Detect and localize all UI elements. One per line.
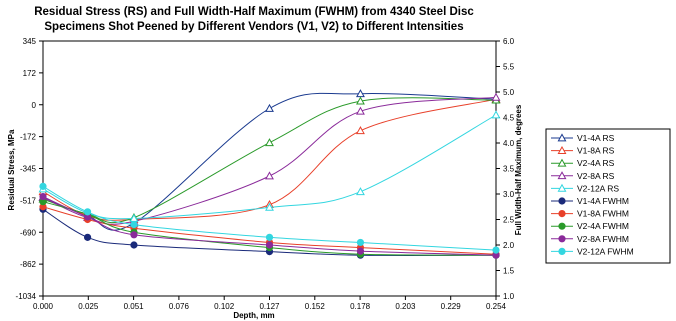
data-point bbox=[39, 182, 47, 190]
y-axis-label: Residual Stress, MPa bbox=[7, 129, 16, 210]
legend-label: V2-8A FWHM bbox=[577, 234, 629, 244]
y-tick-label: -862 bbox=[20, 260, 37, 269]
x-tick-label: 0.102 bbox=[214, 302, 235, 311]
chart-title-line-1: Residual Stress (RS) and Full Width-Half… bbox=[34, 6, 474, 18]
data-point bbox=[356, 106, 365, 115]
x-tick-label: 0.127 bbox=[259, 302, 280, 311]
legend-label: V2-4A FWHM bbox=[577, 221, 629, 231]
data-point bbox=[265, 138, 274, 147]
plot-frame bbox=[42, 40, 497, 297]
y2-tick-label: 1.5 bbox=[503, 267, 515, 276]
x-tick-label: 0.076 bbox=[169, 302, 190, 311]
data-point bbox=[356, 126, 365, 135]
data-point bbox=[83, 233, 92, 241]
legend-swatch-marker bbox=[558, 197, 566, 205]
data-point bbox=[356, 96, 365, 105]
x-tick-label: 0.229 bbox=[441, 302, 462, 311]
y-tick-label: 172 bbox=[23, 69, 37, 78]
series-v2-12a-fwhm bbox=[39, 182, 500, 254]
legend-label: V1-8A RS bbox=[577, 146, 615, 156]
y-tick-label: -172 bbox=[20, 133, 37, 142]
legend-label: V1-8A FWHM bbox=[577, 209, 629, 219]
y-tick-label: -345 bbox=[20, 165, 37, 174]
data-point bbox=[130, 221, 138, 229]
legend-swatch-marker bbox=[558, 247, 566, 255]
series-v2-8a-fwhm bbox=[39, 192, 500, 259]
legend-swatch-marker bbox=[557, 171, 567, 180]
x-tick-label: 0.254 bbox=[486, 302, 507, 311]
legend-swatch-marker bbox=[557, 158, 567, 167]
legend-swatch-marker bbox=[558, 222, 566, 230]
legend-label: V2-4A RS bbox=[577, 158, 615, 168]
legend-label: V2-8A RS bbox=[577, 171, 615, 181]
x-axis-label: Depth, mm bbox=[233, 311, 274, 320]
y-tick-label: -690 bbox=[20, 228, 37, 237]
data-point bbox=[491, 110, 501, 119]
y2-tick-label: 3.0 bbox=[503, 190, 515, 199]
legend: V1-4A RS V1-8A RS V2-4A RS V2-8A RS V2-12A R… bbox=[545, 128, 671, 264]
data-point bbox=[492, 246, 500, 254]
legend-swatch-marker bbox=[558, 235, 566, 243]
x-tick-label: 0.178 bbox=[350, 302, 371, 311]
chart-title-line-2: Specimens Shot Peened by Different Vendo… bbox=[44, 21, 463, 33]
data-point bbox=[265, 202, 274, 211]
y2-tick-label: 6.0 bbox=[503, 37, 515, 46]
y2-tick-label: 4.5 bbox=[503, 114, 515, 123]
data-point bbox=[265, 233, 274, 241]
data-point bbox=[83, 208, 92, 216]
y2-axis-label: Full Width-Half Maximum, degrees bbox=[514, 104, 523, 235]
data-point bbox=[39, 192, 47, 201]
legend-label: V2-12A FWHM bbox=[577, 246, 634, 256]
x-tick-label: 0.000 bbox=[33, 302, 54, 311]
x-tick-label: 0.203 bbox=[395, 302, 416, 311]
y2-tick-label: 5.0 bbox=[503, 88, 515, 97]
data-point bbox=[130, 241, 138, 249]
data-point bbox=[356, 247, 365, 255]
legend-label: V1-4A FWHM bbox=[577, 196, 629, 206]
y2-tick-label: 3.5 bbox=[503, 165, 515, 174]
legend-label: V2-12A RS bbox=[577, 183, 619, 193]
y-tick-label: -517 bbox=[20, 196, 37, 205]
legend-swatch-marker bbox=[557, 183, 567, 192]
y-tick-label: 0 bbox=[32, 101, 37, 110]
legend-swatch-marker bbox=[557, 145, 567, 154]
data-point bbox=[356, 238, 365, 247]
legend-label: V1-4A RS bbox=[577, 133, 615, 143]
data-point bbox=[491, 92, 501, 101]
x-tick-label: 0.025 bbox=[78, 302, 99, 311]
y2-tick-label: 5.5 bbox=[503, 63, 515, 72]
data-point bbox=[265, 171, 274, 180]
legend-swatch-marker bbox=[558, 210, 566, 218]
data-point bbox=[265, 241, 274, 249]
x-tick-label: 0.152 bbox=[305, 302, 326, 311]
y2-tick-label: 1.0 bbox=[503, 292, 515, 301]
y2-tick-label: 2.0 bbox=[503, 241, 515, 250]
legend-box bbox=[545, 128, 671, 264]
series-v2-12a-rs bbox=[38, 110, 501, 222]
y2-tick-label: 4.0 bbox=[503, 139, 515, 148]
data-point bbox=[265, 103, 274, 112]
y-tick-label: -1034 bbox=[16, 292, 37, 301]
data-point bbox=[356, 187, 365, 196]
data-point bbox=[130, 231, 138, 239]
legend-swatch-marker bbox=[557, 133, 567, 142]
x-tick-label: 0.051 bbox=[124, 302, 145, 311]
y-tick-label: 345 bbox=[23, 37, 37, 46]
y2-tick-label: 2.5 bbox=[503, 216, 515, 225]
plot-area: 0.000 0.025 0.051 0.076 0.102 0.127 0.152 0.178… bbox=[16, 37, 515, 311]
